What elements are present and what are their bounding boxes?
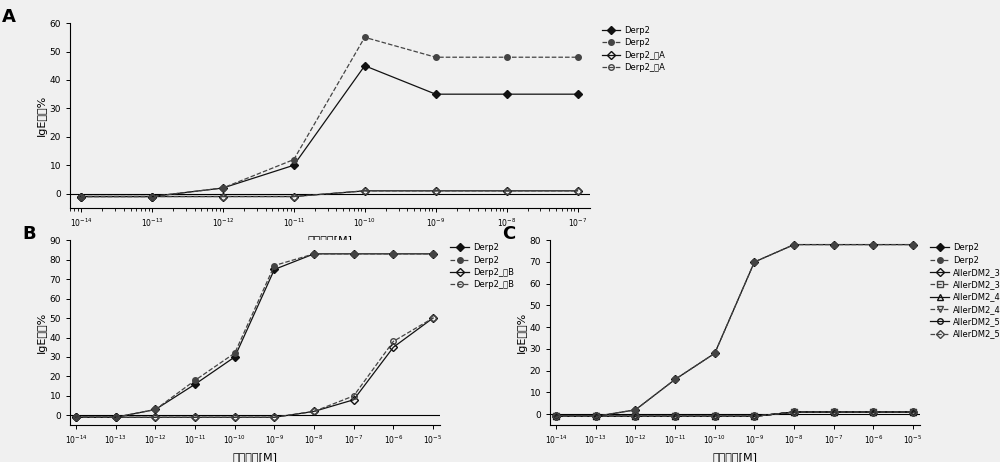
X-axis label: 抗原浓度[M]: 抗原浓度[M]	[308, 235, 353, 245]
Legend: Derp2, Derp2, Derp2_组B, Derp2_组B: Derp2, Derp2, Derp2_组B, Derp2_组B	[448, 241, 516, 292]
X-axis label: 抗原浓度[M]: 抗原浓度[M]	[712, 452, 758, 462]
Legend: Derp2, Derp2, AllerDM2_3, AllerDM2_3, AllerDM2_4, AllerDM2_4, AllerDM2_5, AllerD: Derp2, Derp2, AllerDM2_3, AllerDM2_3, Al…	[928, 241, 1000, 341]
Text: A: A	[2, 8, 16, 26]
Y-axis label: IgE应答%: IgE应答%	[37, 95, 47, 136]
Y-axis label: IgE应答%: IgE应答%	[517, 312, 527, 353]
Text: C: C	[502, 225, 515, 243]
Text: B: B	[22, 225, 36, 243]
Y-axis label: IgE应答%: IgE应答%	[37, 312, 47, 353]
X-axis label: 抗原浓度[M]: 抗原浓度[M]	[232, 452, 278, 462]
Legend: Derp2, Derp2, Derp2_组A, Derp2_组A: Derp2, Derp2, Derp2_组A, Derp2_组A	[599, 24, 668, 74]
